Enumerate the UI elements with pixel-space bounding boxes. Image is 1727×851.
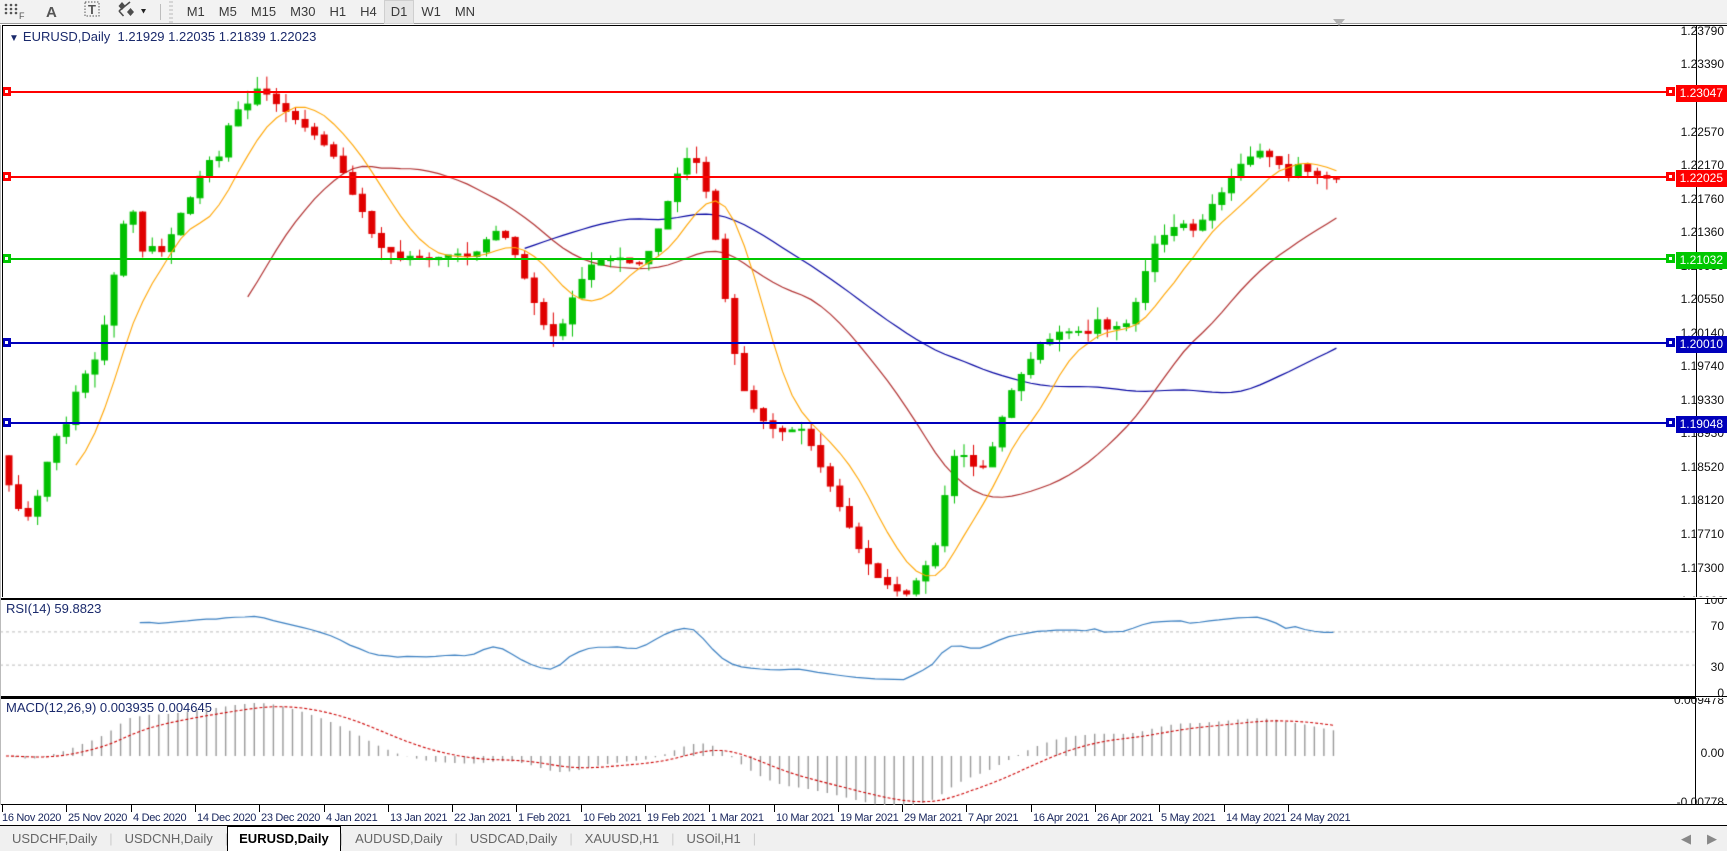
svg-text:T: T bbox=[88, 2, 96, 17]
svg-text:F: F bbox=[19, 11, 25, 21]
svg-text:A: A bbox=[46, 4, 57, 21]
